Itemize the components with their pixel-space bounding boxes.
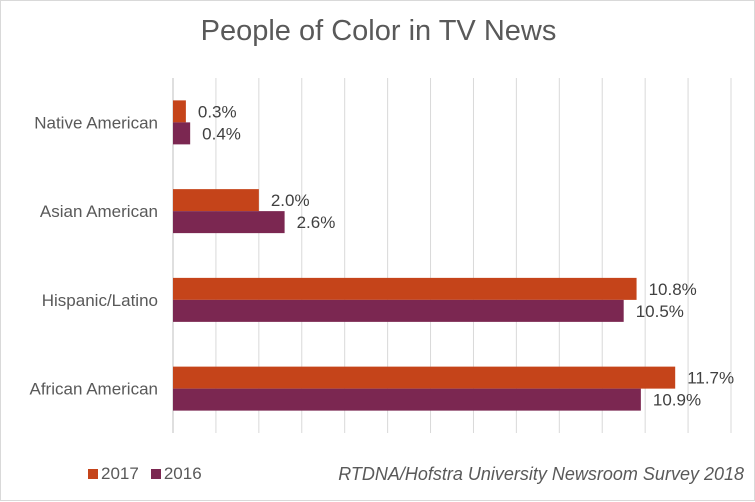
legend-swatch-2016 bbox=[150, 469, 161, 479]
data-label: 0.4% bbox=[202, 124, 241, 143]
data-label: 10.5% bbox=[636, 302, 684, 321]
source-note: RTDNA/Hofstra University Newsroom Survey… bbox=[338, 464, 744, 484]
bar-2017 bbox=[173, 366, 676, 389]
category-label: Hispanic/Latino bbox=[42, 291, 158, 310]
category-label: African American bbox=[30, 380, 159, 399]
category-label: Native American bbox=[34, 113, 158, 132]
bar-2017 bbox=[173, 189, 259, 212]
data-label: 10.9% bbox=[653, 391, 701, 410]
data-label: 11.7% bbox=[687, 369, 734, 388]
bar-2017 bbox=[173, 100, 186, 123]
bar-2016 bbox=[173, 122, 191, 145]
legend-label-2016: 2016 bbox=[163, 464, 202, 483]
data-label: 10.8% bbox=[649, 280, 697, 299]
bar-2016 bbox=[173, 388, 641, 411]
legend-swatch-2017 bbox=[88, 469, 98, 479]
data-label: 2.0% bbox=[271, 191, 310, 210]
bar-2016 bbox=[173, 211, 285, 234]
legend: 2017 2016 bbox=[88, 464, 214, 484]
data-label: 0.3% bbox=[198, 102, 237, 121]
category-label: Asian American bbox=[40, 202, 158, 221]
legend-item-2017: 2017 bbox=[88, 464, 139, 484]
bar-2016 bbox=[173, 299, 624, 322]
bar-2017 bbox=[173, 277, 637, 300]
chart-title: People of Color in TV News bbox=[200, 15, 557, 47]
data-label: 2.6% bbox=[297, 213, 336, 232]
legend-label-2017: 2017 bbox=[101, 464, 139, 483]
legend-item-2016: 2016 bbox=[150, 464, 202, 484]
